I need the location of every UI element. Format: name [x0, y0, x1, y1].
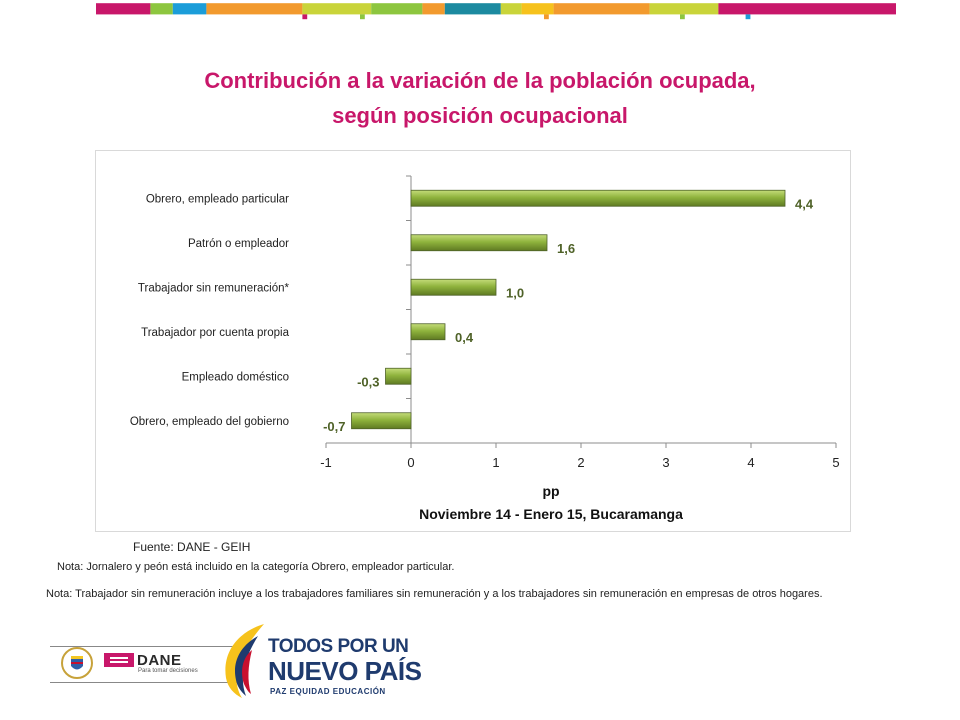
stripe-segment — [500, 3, 522, 15]
footer-divider-bottom — [50, 682, 240, 683]
x-tick-label: 0 — [407, 455, 414, 470]
data-label: 1,6 — [557, 241, 575, 256]
stripe-segment — [302, 3, 372, 15]
bar-chart: -1 0 1 2 3 4 5 Obrero, empleado particular 4,4 Pa… — [130, 175, 840, 522]
nuevo-pais-line-3: PAZ EQUIDAD EDUCACIÓN — [270, 687, 386, 696]
stripe-segment — [206, 3, 303, 15]
nuevo-pais-line-2: NUEVO PAÍS — [268, 656, 422, 686]
category-label: Empleado doméstico — [182, 371, 289, 383]
bar — [385, 367, 412, 385]
header-color-stripe — [96, 3, 896, 20]
stripe-segment — [521, 3, 554, 15]
bar — [410, 234, 548, 252]
stripe-segment — [371, 3, 423, 15]
stripe-tab — [302, 14, 308, 20]
nuevo-pais-line-1: TODOS POR UN — [268, 636, 409, 657]
stripe-segment — [172, 3, 207, 15]
colombia-coat-of-arms-logo — [61, 647, 93, 679]
note-jornalero: Nota: Jornalero y peón está incluido en … — [57, 561, 455, 573]
note-sin-remuneracion: Nota: Trabajador sin remuneración incluy… — [46, 588, 823, 600]
stripe-tab — [360, 14, 365, 20]
data-label: 1,0 — [506, 285, 524, 300]
stripe-segment — [553, 3, 650, 15]
x-tick-label: 4 — [747, 455, 754, 470]
category-label: Obrero, empleado particular — [146, 193, 289, 205]
category-label: Obrero, empleado del gobierno — [130, 416, 289, 428]
category-label: Trabajador por cuenta propia — [141, 327, 289, 339]
chart-subtitle: Noviembre 14 - Enero 15, Bucaramanga — [419, 506, 683, 522]
x-tick-label: -1 — [320, 455, 332, 470]
bar — [351, 412, 412, 430]
bar — [410, 323, 446, 341]
stripe-segment — [150, 3, 173, 15]
stripe-tab — [544, 14, 549, 20]
bar — [410, 189, 786, 207]
x-axis-title: pp — [542, 483, 559, 499]
page-title-line-2: según posición ocupacional — [332, 103, 628, 128]
category-label: Trabajador sin remuneración* — [138, 282, 290, 294]
x-tick-label: 1 — [492, 455, 499, 470]
stripe-segment — [422, 3, 445, 15]
dane-logo-mark — [104, 653, 134, 667]
dane-tagline: Para tomar decisiones — [138, 668, 198, 674]
page-title-line-1: Contribución a la variación de la poblac… — [204, 68, 756, 93]
data-label: 0,4 — [455, 330, 474, 345]
nuevo-pais-swoosh-logo — [225, 624, 264, 698]
stripe-segment — [444, 3, 501, 15]
data-label: 4,4 — [795, 196, 814, 211]
footer-divider-top — [50, 646, 240, 647]
stripe-segment — [718, 3, 896, 15]
bar — [410, 278, 497, 296]
x-tick-label: 3 — [662, 455, 669, 470]
stripe-segment — [649, 3, 719, 15]
data-label: -0,3 — [357, 374, 379, 389]
data-label: -0,7 — [323, 419, 345, 434]
x-tick-label: 2 — [577, 455, 584, 470]
stripe-tab — [745, 14, 751, 20]
chart-area: -1 0 1 2 3 4 5 Obrero, empleado particular 4,4 Pa… — [95, 150, 851, 532]
stripe-tab — [680, 14, 685, 20]
dane-logo-text: DANE — [137, 652, 182, 669]
x-tick-label: 5 — [832, 455, 839, 470]
category-label: Patrón o empleador — [188, 238, 289, 250]
source-note: Fuente: DANE - GEIH — [133, 540, 251, 554]
stripe-segment — [96, 3, 151, 15]
